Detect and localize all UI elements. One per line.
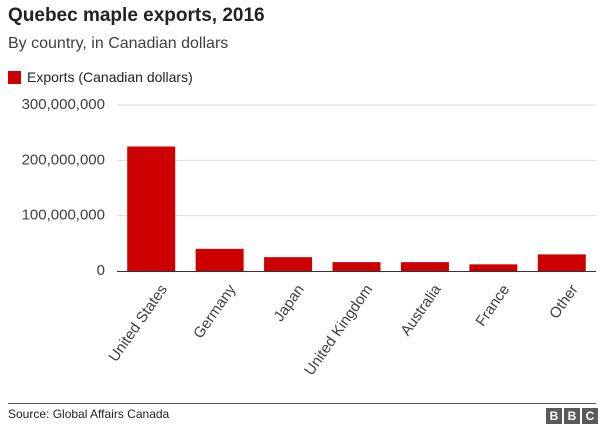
chart-subtitle: By country, in Canadian dollars	[8, 35, 229, 52]
bar	[537, 254, 586, 271]
bar	[264, 257, 313, 271]
bbc-logo-letter: B	[546, 408, 562, 424]
bar	[400, 262, 449, 271]
y-tick-label: 300,000,000	[22, 96, 105, 113]
gridlines	[117, 104, 596, 217]
bbc-logo: B B C	[546, 408, 598, 424]
footer-divider	[8, 403, 596, 404]
bbc-logo-letter: C	[582, 408, 598, 424]
bar	[469, 264, 518, 271]
x-tick-label: Other	[546, 282, 581, 322]
chart-title: Quebec maple exports, 2016	[8, 5, 265, 26]
bar	[127, 146, 176, 271]
legend-label: Exports (Canadian dollars)	[27, 69, 193, 85]
legend-swatch	[8, 70, 21, 84]
y-tick-label: 0	[97, 262, 105, 279]
x-tick-label: United Kingdom	[301, 282, 376, 379]
bars	[127, 146, 586, 271]
x-tick-label: Australia	[397, 281, 445, 339]
source-note: Source: Global Affairs Canada	[8, 407, 170, 421]
y-tick-label: 100,000,000	[22, 207, 105, 224]
bar	[332, 262, 381, 271]
bar	[195, 248, 244, 271]
x-tick-label: Japan	[271, 282, 308, 325]
bar-chart: 0 100,000,000 200,000,000 300,000,000 Unite…	[22, 96, 596, 379]
y-tick-label: 200,000,000	[22, 151, 105, 168]
x-tick-label: United States	[105, 282, 171, 366]
chart-legend: Exports (Canadian dollars)	[8, 68, 193, 86]
x-tick-label: France	[472, 282, 513, 330]
y-axis-ticks: 0 100,000,000 200,000,000 300,000,000	[22, 96, 105, 279]
bbc-logo-letter: B	[564, 408, 580, 424]
x-tick-label: Germany	[190, 281, 240, 342]
